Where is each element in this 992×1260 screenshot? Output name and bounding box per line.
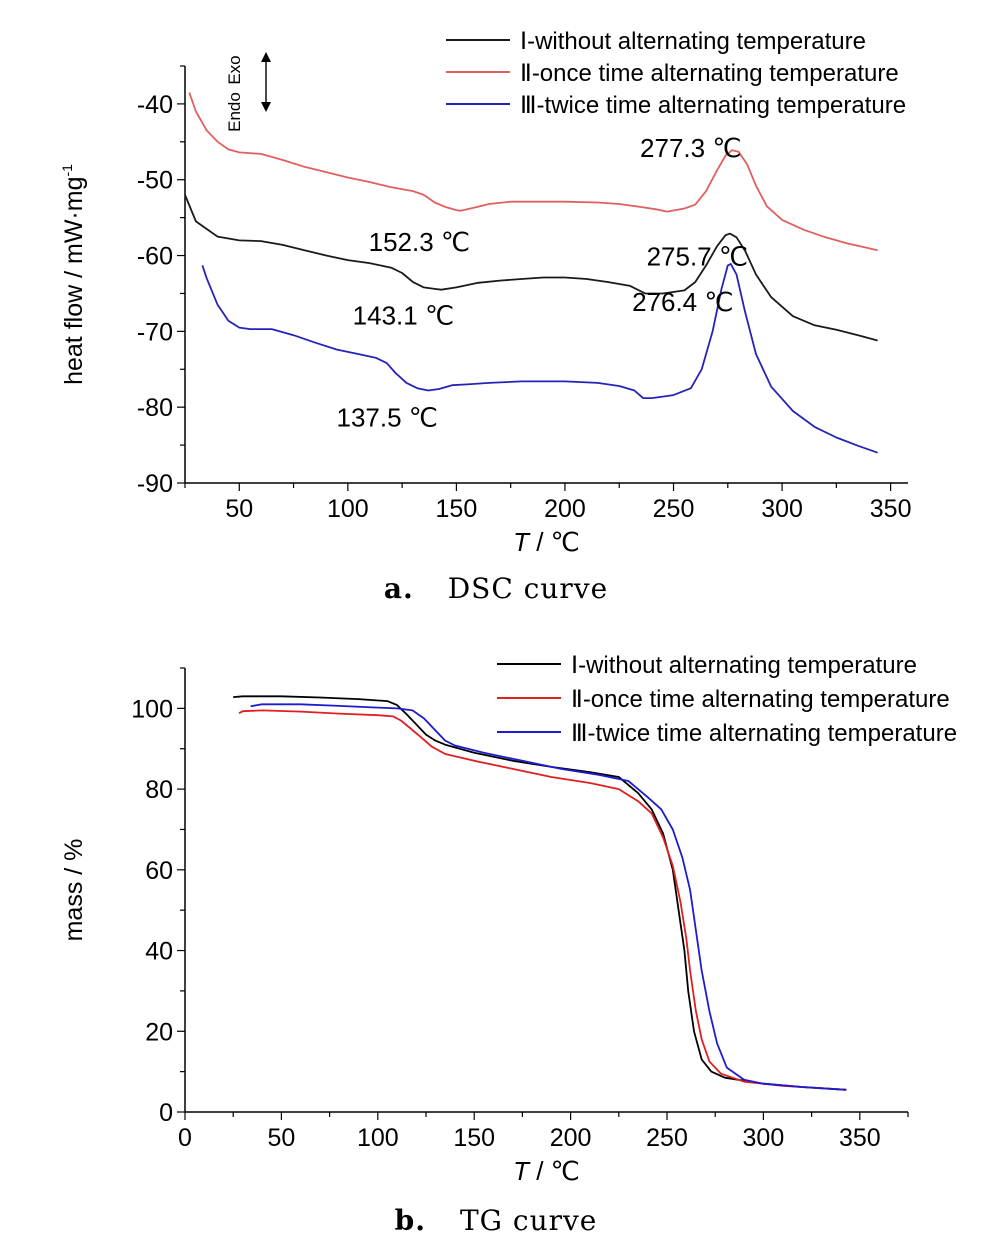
dsc-caption: a. DSC curve [0, 572, 992, 605]
x-tick-label: 50 [267, 1124, 295, 1152]
x-tick-label: 300 [743, 1124, 785, 1152]
dsc-chart-panel: 50 100 150 200 250 300 350 -90 -80 -70 -60 -50 -40 T … [0, 0, 992, 560]
x-tick-label: 250 [653, 495, 695, 523]
y-tick-label: -50 [137, 167, 173, 195]
peak-annotation: 137.5 ℃ [337, 403, 439, 433]
y-tick-label: -60 [137, 243, 173, 271]
y-tick-label: 20 [145, 1018, 173, 1046]
legend-label-2: Ⅱ-once time alternating temperature [571, 686, 950, 713]
legend-label-1: Ⅰ-without alternating temperature [520, 28, 866, 55]
dsc-caption-letter: a. [383, 572, 414, 605]
exo-arrowhead-up [261, 52, 271, 62]
x-axis-label-variable: T [513, 1156, 531, 1186]
legend-label-2: Ⅱ-once time alternating temperature [520, 60, 899, 87]
tg-caption: b. TG curve [0, 1204, 992, 1237]
tg-caption-letter: b. [394, 1204, 426, 1237]
series-line-3 [201, 263, 878, 454]
x-tick-label: 50 [225, 495, 253, 523]
legend-label-3: Ⅲ-twice time alternating temperature [520, 92, 906, 119]
x-axis-label-variable: T [513, 527, 531, 557]
peak-annotation: 152.3 ℃ [369, 227, 471, 257]
x-axis-label: T / ℃ [513, 527, 580, 557]
series-line-3 [250, 703, 847, 1091]
x-tick-label: 300 [761, 495, 803, 523]
endo-arrowhead-down [261, 102, 271, 112]
peak-annotation: 276.4 ℃ [632, 287, 734, 317]
legend-label-1: Ⅰ-without alternating temperature [571, 652, 917, 679]
y-tick-label: -80 [137, 394, 173, 422]
peak-annotation: 143.1 ℃ [353, 301, 455, 331]
x-axis-label: T / ℃ [513, 1156, 580, 1186]
x-tick-label: 350 [870, 495, 912, 523]
exo-label: Exo [225, 55, 244, 84]
x-axis-label-unit: / ℃ [529, 527, 580, 557]
x-tick-label: 150 [453, 1124, 495, 1152]
y-tick-label: -90 [137, 470, 173, 498]
tg-chart: 0 50 100 150 200 250 300 350 0 20 40 60 80 100 T / ℃ ma… [60, 652, 957, 1186]
x-tick-label: 100 [357, 1124, 399, 1152]
x-tick-label: 200 [550, 1124, 592, 1152]
y-axis-label: mass / % [60, 839, 88, 942]
series-line-1 [184, 194, 878, 342]
y-tick-label: 60 [145, 857, 173, 885]
tg-caption-text: TG curve [459, 1204, 598, 1237]
peak-annotation: 277.3 ℃ [640, 133, 742, 163]
y-axis-label-superscript: -1 [59, 164, 75, 177]
series-line-2 [188, 92, 878, 252]
dsc-caption-text: DSC curve [447, 572, 609, 605]
endo-label: Endo [225, 92, 244, 132]
peak-annotation: 275.7 ℃ [647, 242, 749, 272]
y-tick-label: 80 [145, 776, 173, 804]
y-tick-label: 0 [159, 1099, 173, 1127]
x-tick-label: 150 [436, 495, 478, 523]
y-tick-label: 40 [145, 938, 173, 966]
x-tick-label: 350 [839, 1124, 881, 1152]
series-line-1 [233, 695, 847, 1091]
y-tick-label: 100 [131, 695, 173, 723]
dsc-chart: 50 100 150 200 250 300 350 -90 -80 -70 -60 -50 -40 T … [59, 28, 912, 557]
series-line-2 [238, 709, 847, 1091]
x-axis-label-unit: / ℃ [529, 1156, 580, 1186]
y-axis-label-text: mass / % [60, 839, 88, 942]
x-tick-label: 200 [544, 495, 586, 523]
legend-label-3: Ⅲ-twice time alternating temperature [571, 720, 957, 747]
y-axis-label: heat flow / mW·mg-1 [59, 164, 88, 385]
x-tick-label: 0 [178, 1124, 192, 1152]
tg-chart-panel: 0 50 100 150 200 250 300 350 0 20 40 60 80 100 T / ℃ ma… [0, 636, 992, 1212]
y-tick-label: -70 [137, 318, 173, 346]
x-tick-label: 100 [327, 495, 369, 523]
y-axis-label-text: heat flow / mW·mg [60, 177, 88, 385]
y-tick-label: -40 [137, 91, 173, 119]
x-tick-label: 250 [646, 1124, 688, 1152]
